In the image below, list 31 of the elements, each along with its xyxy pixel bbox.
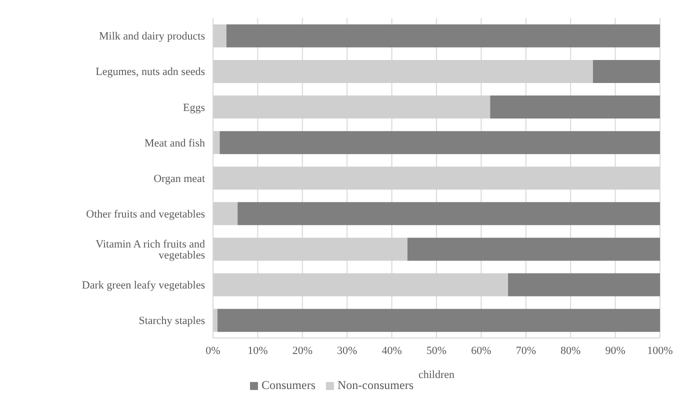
x-tick-label: 60%	[471, 344, 492, 357]
x-tick-label: 70%	[516, 344, 536, 357]
y-tick-label: Vitamin A rich fruits and vegetables	[96, 238, 206, 262]
y-tick-label: Starchy staples	[138, 315, 205, 328]
x-tick-label: 30%	[337, 344, 358, 357]
y-tick-label: Milk and dairy products	[98, 30, 205, 43]
x-tick-label: 90%	[605, 344, 626, 357]
y-tick-label: Legumes, nuts adn seeds	[96, 66, 205, 78]
x-axis-title: children	[418, 369, 456, 381]
x-tick-label: 80%	[560, 344, 581, 357]
bar	[508, 273, 660, 296]
bar	[490, 96, 660, 119]
y-tick-label: Dark green leafy vegetables	[82, 280, 205, 292]
bar	[217, 308, 660, 332]
x-tick-label: 20%	[292, 344, 312, 357]
legend-label: Non-consumers	[338, 378, 414, 392]
y-tick-label: Meat and fish	[144, 137, 206, 150]
bar	[226, 24, 660, 48]
y-tick-label: Eggs	[183, 102, 205, 114]
bar	[407, 238, 660, 261]
x-tick-label: 40%	[382, 344, 402, 357]
y-tick-label: Organ meat	[154, 172, 205, 185]
x-tick-label: 10%	[248, 344, 268, 357]
x-tick-label: 50%	[426, 344, 447, 357]
legend-label: Consumers	[262, 378, 316, 392]
bar	[238, 202, 660, 226]
bar	[220, 131, 660, 154]
bar	[592, 60, 660, 83]
x-tick-label: 0%	[206, 344, 220, 357]
x-tick-label: 100%	[647, 344, 673, 357]
y-tick-label: Other fruits and vegetables	[86, 208, 205, 220]
